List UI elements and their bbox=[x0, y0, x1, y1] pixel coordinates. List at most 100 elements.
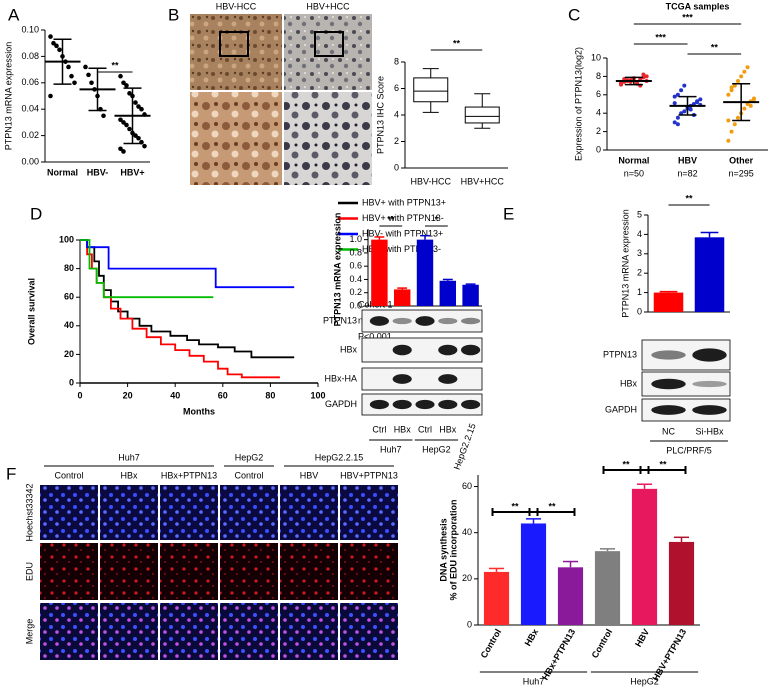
dot bbox=[127, 91, 132, 96]
x-tick-label: HBV+PTPN13 bbox=[650, 627, 688, 682]
blot-band bbox=[438, 374, 458, 384]
dot bbox=[688, 107, 693, 112]
dot bbox=[732, 122, 737, 127]
y-tick-label: 1 bbox=[637, 287, 642, 297]
x-tick-label: HBV bbox=[678, 155, 697, 165]
x-tick-label: HBV-HCC bbox=[410, 176, 451, 186]
dot bbox=[742, 69, 747, 74]
panel-label: D bbox=[30, 204, 42, 223]
dot bbox=[101, 113, 106, 119]
y-tick-label: 6 bbox=[394, 83, 399, 93]
blot-band bbox=[651, 378, 686, 390]
dot bbox=[57, 47, 62, 53]
image-label: HBV+HCC bbox=[306, 1, 350, 11]
y-tick-label: 40 bbox=[462, 527, 472, 537]
blot-band bbox=[392, 344, 412, 356]
micrograph bbox=[100, 485, 158, 540]
chart-title: TCGA samples bbox=[666, 1, 730, 11]
dot bbox=[121, 120, 126, 125]
micrograph bbox=[280, 603, 338, 660]
panel-b-images bbox=[190, 14, 372, 185]
dot bbox=[726, 118, 731, 123]
blot-band bbox=[651, 350, 686, 360]
blot bbox=[361, 367, 483, 391]
micrograph bbox=[190, 92, 282, 185]
column-label: HBx bbox=[120, 470, 138, 480]
significance-label: ** bbox=[711, 42, 719, 52]
x-tick-label: NC bbox=[662, 426, 675, 436]
sample-size: n=50 bbox=[624, 168, 644, 178]
bar bbox=[594, 551, 621, 625]
survival-curve bbox=[80, 239, 214, 299]
blot-band bbox=[369, 399, 389, 410]
blot-band bbox=[461, 399, 481, 410]
micrograph bbox=[284, 92, 372, 185]
x-tick-label: HBV- bbox=[87, 167, 109, 177]
y-tick-label: 0.8 bbox=[349, 247, 362, 257]
x-tick-label: Si-HBx bbox=[695, 426, 724, 436]
dot bbox=[729, 85, 734, 90]
micrograph bbox=[220, 485, 278, 540]
dot bbox=[742, 106, 747, 111]
micrograph bbox=[40, 603, 98, 660]
dot bbox=[735, 115, 740, 120]
y-tick-label: 60 bbox=[462, 481, 472, 491]
legend-label: HBV+ with PTPN13+ bbox=[362, 197, 446, 207]
dot bbox=[679, 88, 684, 93]
column-label: HBV bbox=[300, 470, 319, 480]
survival-curve bbox=[80, 239, 295, 289]
micrograph bbox=[40, 543, 98, 600]
y-axis-label: PTPN13 IHC Score bbox=[375, 76, 385, 154]
dot bbox=[675, 122, 680, 127]
image-label: HBV-HCC bbox=[216, 1, 257, 11]
micrograph bbox=[340, 543, 398, 600]
y-axis-label: Expression of PTPN13(log2) bbox=[573, 47, 583, 161]
significance-label: ** bbox=[387, 214, 395, 224]
column-label: HBx+PTPN13 bbox=[161, 470, 217, 480]
bar bbox=[520, 523, 547, 625]
y-tick-label: 0 bbox=[394, 162, 399, 172]
survival-curve bbox=[80, 239, 280, 379]
box bbox=[413, 77, 449, 103]
bar bbox=[653, 292, 684, 312]
dot bbox=[121, 149, 126, 154]
bar bbox=[416, 239, 434, 306]
x-tick-label: Normal bbox=[618, 155, 649, 165]
dot bbox=[729, 129, 734, 134]
dot bbox=[748, 103, 753, 108]
significance-label: ** bbox=[622, 459, 630, 469]
dot bbox=[136, 104, 141, 109]
x-tick-label: 40 bbox=[170, 390, 180, 400]
y-axis-label: Overall survival bbox=[26, 278, 36, 345]
group-label: HepG2 bbox=[235, 452, 264, 462]
dot bbox=[139, 106, 144, 112]
significance-label: ** bbox=[685, 193, 693, 203]
y-tick-label: 0.06 bbox=[21, 77, 39, 87]
y-tick-label: 0.10 bbox=[21, 24, 39, 34]
dot bbox=[124, 122, 129, 128]
x-tick-label: 60 bbox=[218, 390, 228, 400]
dot bbox=[672, 101, 677, 106]
dot bbox=[66, 64, 71, 70]
x-tick-label: 0 bbox=[77, 390, 82, 400]
legend-label: HBV+ with PTPN13- bbox=[362, 213, 444, 223]
micrograph bbox=[220, 603, 278, 660]
sample-size: n=295 bbox=[729, 168, 754, 178]
dot bbox=[133, 100, 138, 105]
blot-band bbox=[369, 316, 389, 326]
legend-label: HBV- with PTPN13- bbox=[362, 244, 441, 254]
y-axis-label: PTPN13 mRNA expression bbox=[620, 209, 630, 318]
bar bbox=[668, 541, 695, 625]
dot bbox=[136, 135, 141, 141]
y-tick-label: 0.2 bbox=[349, 287, 362, 297]
significance-label: ** bbox=[659, 459, 667, 469]
blot-band bbox=[415, 316, 435, 326]
y-tick-label: 80 bbox=[64, 263, 74, 273]
column-label: Control bbox=[54, 470, 83, 480]
y-tick-label: 0.4 bbox=[349, 274, 362, 284]
blot-band bbox=[461, 344, 481, 356]
dot bbox=[751, 97, 756, 102]
blot-band bbox=[392, 317, 412, 325]
dot bbox=[672, 120, 677, 125]
x-tick-label: Other bbox=[729, 155, 754, 165]
